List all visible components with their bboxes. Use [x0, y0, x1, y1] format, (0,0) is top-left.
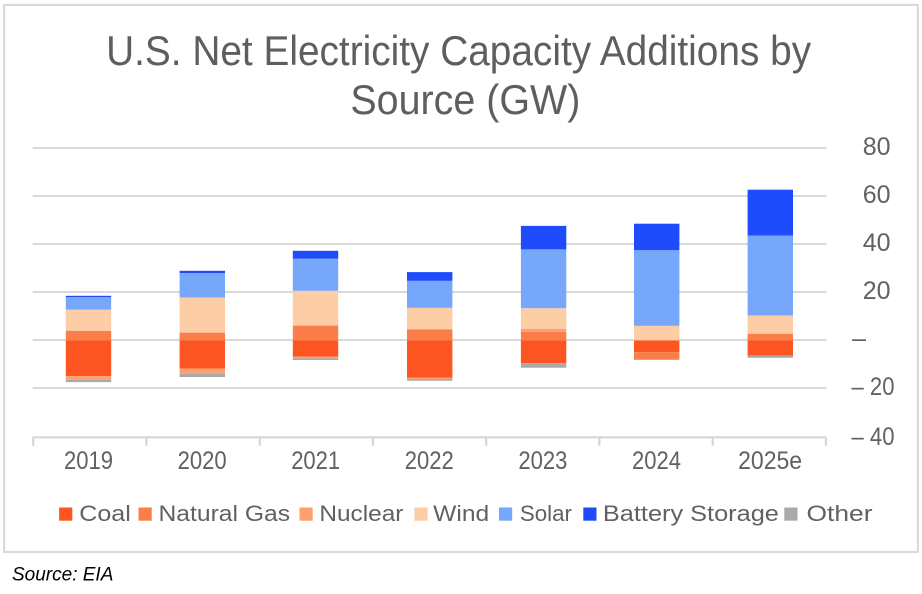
- svg-text:– 40: – 40: [852, 423, 895, 451]
- svg-text:Other: Other: [807, 501, 873, 526]
- svg-text:Wind: Wind: [433, 501, 489, 526]
- svg-text:2023: 2023: [518, 447, 567, 475]
- svg-text:Natural Gas: Natural Gas: [159, 501, 291, 526]
- svg-text:Source (GW): Source (GW): [350, 76, 580, 123]
- svg-text:Nuclear: Nuclear: [319, 501, 403, 526]
- svg-text:–: –: [852, 324, 866, 352]
- svg-text:40: 40: [863, 229, 891, 257]
- svg-text:2020: 2020: [178, 447, 227, 475]
- svg-text:U.S. Net Electricity Capacity: U.S. Net Electricity Capacity Additions …: [106, 27, 811, 74]
- svg-text:2019: 2019: [64, 447, 113, 475]
- svg-text:2021: 2021: [291, 447, 340, 475]
- svg-text:20: 20: [863, 277, 891, 305]
- svg-text:2024: 2024: [632, 447, 681, 475]
- svg-text:– 20: – 20: [852, 373, 895, 401]
- svg-text:2022: 2022: [405, 447, 454, 475]
- svg-text:60: 60: [863, 181, 891, 209]
- svg-text:Solar: Solar: [520, 501, 572, 526]
- svg-text:2025e: 2025e: [738, 447, 802, 475]
- svg-text:Coal: Coal: [79, 501, 131, 526]
- svg-text:80: 80: [863, 133, 891, 161]
- svg-text:Source: EIA: Source: EIA: [12, 565, 113, 586]
- svg-text:Battery Storage: Battery Storage: [603, 501, 779, 526]
